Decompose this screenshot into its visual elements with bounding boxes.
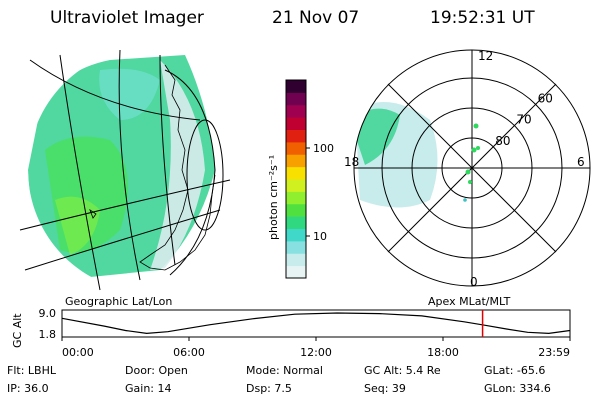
orbit-x-tick-label: 06:00 — [173, 346, 205, 359]
mlat-label: 80 — [495, 134, 510, 148]
colorbar-segment — [286, 203, 306, 217]
colorbar-segment — [286, 141, 306, 155]
gain-info: Gain: 14 — [125, 382, 172, 395]
colorbar-frame — [285, 79, 307, 279]
geographic-image-panel — [19, 49, 231, 291]
colorbar-segment — [286, 117, 306, 131]
filter-info: Flt: LBHL — [7, 364, 56, 377]
seq-info: Seq: 39 — [364, 382, 406, 395]
mlt-label: 12 — [478, 49, 493, 63]
orbit-x-tick-label: 00:00 — [62, 346, 94, 359]
mlt-label: 18 — [344, 155, 359, 169]
colorbar-unit-label: photon cm⁻²s⁻¹ — [267, 155, 280, 240]
mlt-label: 6 — [577, 155, 585, 169]
colorbar-segment — [286, 191, 306, 205]
colorbar-segment — [286, 92, 306, 106]
colorbar-tick-label: 100 — [313, 142, 334, 155]
glat-info: GLat: -65.6 — [484, 364, 546, 377]
orbit-x-tick-label: 23:59 — [538, 346, 570, 359]
colorbar-segment — [286, 166, 306, 180]
colorbar-segment — [286, 129, 306, 143]
time-label: 19:52:31 UT — [430, 8, 535, 28]
orbit-x-tick-label: 12:00 — [300, 346, 332, 359]
colorbar-segment — [286, 265, 306, 279]
left-panel-caption: Geographic Lat/Lon — [65, 295, 172, 308]
colorbar-segment — [286, 104, 306, 118]
colorbar-segment — [286, 240, 306, 254]
orbit-x-tick-label: 18:00 — [427, 346, 459, 359]
colorbar-segment — [286, 228, 306, 242]
ip-info: IP: 36.0 — [7, 382, 49, 395]
colorbar — [285, 79, 307, 279]
orbit-y-tick-label: 1.8 — [39, 328, 57, 341]
right-panel-caption: Apex MLat/MLT — [428, 295, 511, 308]
orbit-altitude-chart: 00:00 06:00 12:00 18:00 23:59 9.0 1.8 GC Alt — [11, 307, 571, 359]
dsp-info: Dsp: 7.5 — [246, 382, 292, 395]
mlat-label: 60 — [538, 91, 553, 105]
colorbar-tick-label: 10 — [313, 230, 327, 243]
date-label: 21 Nov 07 — [272, 8, 360, 28]
colorbar-segment — [286, 179, 306, 192]
colorbar-segment — [286, 216, 306, 230]
gc-alt-info: GC Alt: 5.4 Re — [364, 364, 441, 377]
polar-image-panel — [353, 49, 591, 287]
mlt-label: 0 — [470, 275, 478, 289]
orbit-altitude-line — [61, 312, 571, 335]
colorbar-segment — [286, 154, 306, 168]
colorbar-segment — [286, 253, 306, 267]
mlat-label: 70 — [516, 113, 531, 127]
orbit-y-tick-label: 9.0 — [39, 307, 57, 320]
instrument-title: Ultraviolet Imager — [50, 8, 204, 28]
orbit-y-axis-label: GC Alt — [11, 313, 24, 348]
colorbar-segment — [286, 80, 306, 93]
mode-info: Mode: Normal — [246, 364, 323, 377]
glon-info: GLon: 334.6 — [484, 382, 551, 395]
door-info: Door: Open — [125, 364, 188, 377]
